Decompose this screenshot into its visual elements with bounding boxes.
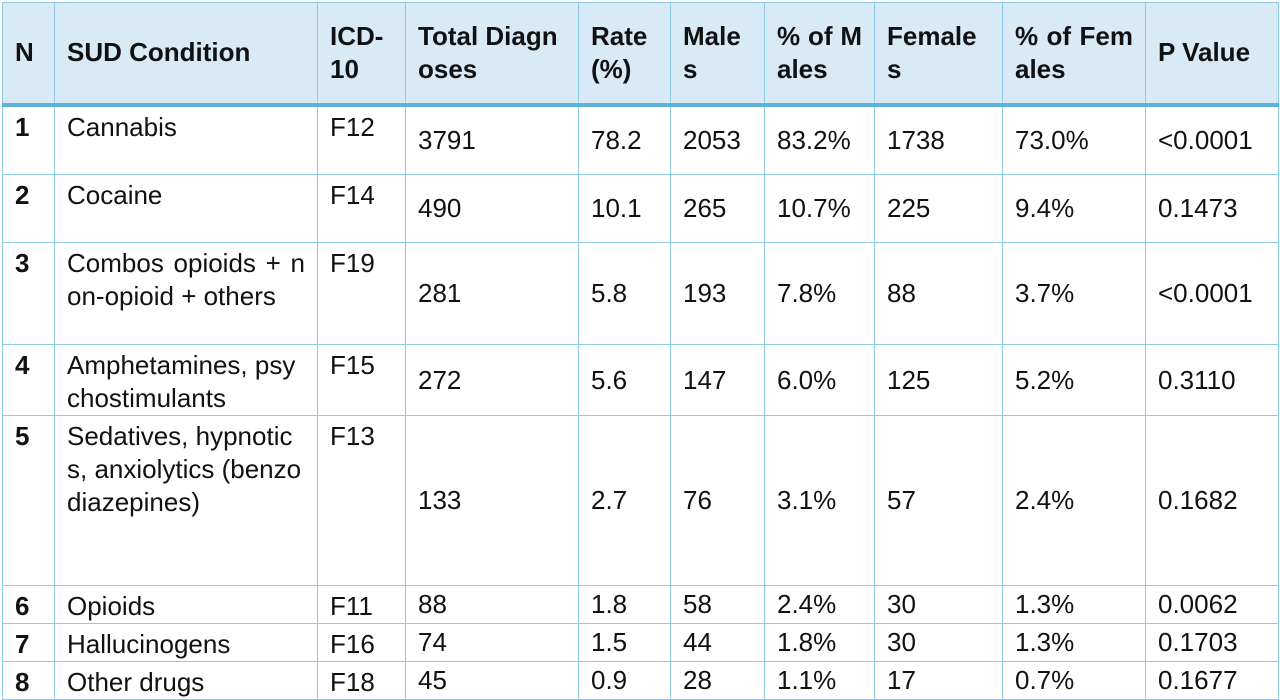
header-p-value: P Value (1145, 2, 1279, 107)
cell-pct-male: 3.1% (764, 415, 875, 586)
cell-icd: F16 (317, 623, 406, 662)
cell-female: 30 (874, 585, 1003, 624)
cell-condition: Hallucinogens (54, 623, 318, 662)
cell-condition: Opioids (54, 585, 318, 624)
cell-rate: 1.8 (578, 585, 671, 624)
table-row: 5 Sedatives, hypnotics, anxiolytics (benz… (2, 415, 1279, 586)
cell-pct-female: 2.4% (1002, 415, 1146, 586)
table-row: 3 Combos opioids + non-opioid + others F19… (2, 242, 1279, 345)
header-total: Total Diagnoses (405, 2, 579, 107)
header-pct-female: % of Females (1002, 2, 1146, 107)
cell-p-value: 0.3110 (1145, 344, 1279, 416)
cell-n: 5 (2, 415, 55, 586)
cell-male: 58 (670, 585, 765, 624)
cell-female: 57 (874, 415, 1003, 586)
cell-pct-female: 3.7% (1002, 242, 1146, 345)
cell-female: 88 (874, 242, 1003, 345)
header-rate: Rate (%) (578, 2, 671, 107)
cell-n: 6 (2, 585, 55, 624)
table-body: 1 Cannabis F12 3791 78.2 2053 83.2% 1738 73.0% <0… (2, 104, 1279, 700)
cell-n: 1 (2, 104, 55, 175)
cell-p-value: <0.0001 (1145, 242, 1279, 345)
cell-total: 133 (405, 415, 579, 586)
cell-icd: F19 (317, 242, 406, 345)
cell-male: 76 (670, 415, 765, 586)
cell-total: 490 (405, 174, 579, 243)
cell-pct-male: 10.7% (764, 174, 875, 243)
cell-female: 1738 (874, 104, 1003, 175)
header-male: Males (670, 2, 765, 107)
cell-pct-male: 1.8% (764, 623, 875, 662)
header-pct-male: % of Males (764, 2, 875, 107)
cell-icd: F12 (317, 104, 406, 175)
cell-rate: 5.8 (578, 242, 671, 345)
cell-pct-female: 73.0% (1002, 104, 1146, 175)
cell-pct-male: 6.0% (764, 344, 875, 416)
table-row: 2 Cocaine F14 490 10.1 265 10.7% 225 9.4% 0.1473 (2, 174, 1279, 243)
cell-p-value: <0.0001 (1145, 104, 1279, 175)
table-row: 4 Amphetamines, psychostimulants F15 272 5.6… (2, 344, 1279, 416)
cell-icd: F14 (317, 174, 406, 243)
table-header-row: N SUD Condition ICD-10 Total Diagnoses R… (2, 2, 1279, 107)
table-row: 1 Cannabis F12 3791 78.2 2053 83.2% 1738 73.0% <0… (2, 104, 1279, 175)
cell-female: 30 (874, 623, 1003, 662)
table-row: 7 Hallucinogens F16 74 1.5 44 1.8% 30 1.3% 0.1703 (2, 623, 1279, 662)
cell-pct-female: 1.3% (1002, 585, 1146, 624)
header-n: N (2, 2, 55, 107)
cell-male: 265 (670, 174, 765, 243)
cell-female: 125 (874, 344, 1003, 416)
cell-male: 2053 (670, 104, 765, 175)
header-female: Females (874, 2, 1003, 107)
cell-n: 7 (2, 623, 55, 662)
table-row: 6 Opioids F11 88 1.8 58 2.4% 30 1.3% 0.0062 (2, 585, 1279, 624)
cell-condition: Amphetamines, psychostimulants (54, 344, 318, 416)
cell-total: 74 (405, 623, 579, 662)
cell-condition: Cocaine (54, 174, 318, 243)
cell-pct-male: 83.2% (764, 104, 875, 175)
cell-total: 88 (405, 585, 579, 624)
header-icd: ICD-10 (317, 2, 406, 107)
cell-male: 193 (670, 242, 765, 345)
cell-total: 3791 (405, 104, 579, 175)
cell-condition: Combos opioids + non-opioid + others (54, 242, 318, 345)
cell-rate: 78.2 (578, 104, 671, 175)
cell-icd: F13 (317, 415, 406, 586)
cell-total: 272 (405, 344, 579, 416)
cell-p-value: 0.1703 (1145, 623, 1279, 662)
cell-male: 147 (670, 344, 765, 416)
cell-condition: Sedatives, hypnotics, anxiolytics (benzo… (54, 415, 318, 586)
cell-rate: 5.6 (578, 344, 671, 416)
cell-p-value: 0.0062 (1145, 585, 1279, 624)
cell-pct-male: 7.8% (764, 242, 875, 345)
cell-rate: 10.1 (578, 174, 671, 243)
header-condition: SUD Condition (54, 2, 318, 107)
cell-icd: F15 (317, 344, 406, 416)
cell-rate: 2.7 (578, 415, 671, 586)
cell-pct-female: 9.4% (1002, 174, 1146, 243)
cell-p-value: 0.1473 (1145, 174, 1279, 243)
cell-n: 4 (2, 344, 55, 416)
cell-rate: 1.5 (578, 623, 671, 662)
cell-condition: Cannabis (54, 104, 318, 175)
cell-pct-male: 2.4% (764, 585, 875, 624)
cell-n: 2 (2, 174, 55, 243)
cell-total: 281 (405, 242, 579, 345)
cell-n: 3 (2, 242, 55, 345)
cell-pct-female: 1.3% (1002, 623, 1146, 662)
cell-p-value: 0.1682 (1145, 415, 1279, 586)
cell-pct-female: 5.2% (1002, 344, 1146, 416)
cell-female: 225 (874, 174, 1003, 243)
cell-icd: F11 (317, 585, 406, 624)
cell-male: 44 (670, 623, 765, 662)
